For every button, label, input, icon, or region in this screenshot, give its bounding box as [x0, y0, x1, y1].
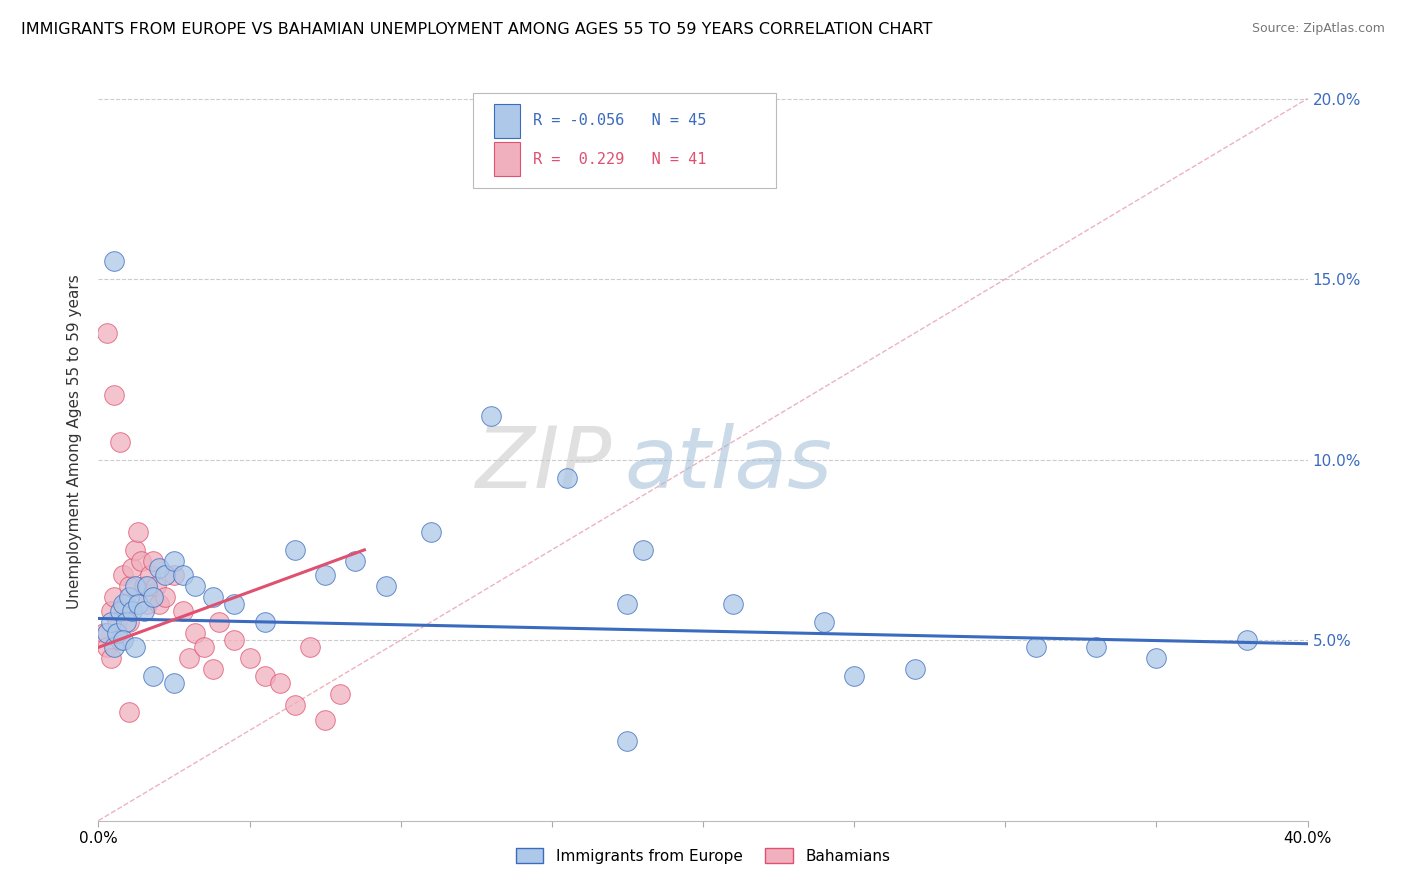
Point	[148, 597, 170, 611]
Point	[103, 640, 125, 655]
Point	[124, 542, 146, 557]
Point	[253, 669, 276, 683]
Point	[374, 579, 396, 593]
Point	[163, 554, 186, 568]
Point	[148, 561, 170, 575]
Point	[105, 615, 128, 629]
Point	[100, 604, 122, 618]
Point	[105, 626, 128, 640]
Point	[224, 597, 246, 611]
Point	[142, 590, 165, 604]
Point	[96, 626, 118, 640]
Point	[118, 615, 141, 629]
Point	[142, 554, 165, 568]
Point	[184, 626, 207, 640]
Point	[1085, 640, 1108, 655]
Point	[813, 615, 835, 629]
Text: Source: ZipAtlas.com: Source: ZipAtlas.com	[1251, 22, 1385, 36]
Point	[135, 597, 157, 611]
Text: IMMIGRANTS FROM EUROPE VS BAHAMIAN UNEMPLOYMENT AMONG AGES 55 TO 59 YEARS CORREL: IMMIGRANTS FROM EUROPE VS BAHAMIAN UNEMP…	[21, 22, 932, 37]
Point	[1144, 651, 1167, 665]
Point	[108, 434, 131, 449]
Point	[111, 597, 134, 611]
Point	[481, 409, 503, 424]
Point	[118, 590, 141, 604]
Point	[118, 579, 141, 593]
Point	[284, 542, 307, 557]
Point	[1024, 640, 1046, 655]
Point	[114, 597, 136, 611]
Point	[139, 568, 162, 582]
Point	[96, 326, 118, 341]
Point	[142, 669, 165, 683]
Point	[100, 615, 122, 629]
Point	[163, 568, 186, 582]
FancyBboxPatch shape	[494, 103, 520, 138]
Point	[135, 579, 157, 593]
Point	[284, 698, 307, 712]
Point	[904, 662, 927, 676]
Point	[108, 633, 131, 648]
Point	[179, 651, 201, 665]
Point	[127, 597, 149, 611]
Y-axis label: Unemployment Among Ages 55 to 59 years: Unemployment Among Ages 55 to 59 years	[67, 274, 83, 609]
Point	[111, 633, 134, 648]
Point	[100, 651, 122, 665]
Point	[114, 615, 136, 629]
Point	[555, 470, 578, 484]
Point	[193, 640, 215, 655]
Point	[172, 568, 194, 582]
Point	[344, 554, 367, 568]
Point	[202, 662, 225, 676]
Point	[103, 387, 125, 401]
Point	[616, 597, 638, 611]
Point	[208, 615, 231, 629]
Point	[153, 590, 176, 604]
Point	[124, 579, 146, 593]
Point	[93, 626, 115, 640]
Point	[314, 568, 336, 582]
Point	[103, 254, 125, 268]
Point	[111, 568, 134, 582]
Point	[314, 713, 336, 727]
Point	[121, 561, 143, 575]
FancyBboxPatch shape	[494, 143, 520, 177]
Point	[145, 579, 167, 593]
Point	[127, 524, 149, 539]
Point	[202, 590, 225, 604]
Point	[108, 604, 131, 618]
Point	[132, 604, 155, 618]
Point	[153, 568, 176, 582]
Legend: Immigrants from Europe, Bahamians: Immigrants from Europe, Bahamians	[510, 842, 896, 870]
Point	[118, 706, 141, 720]
Point	[239, 651, 262, 665]
Point	[172, 604, 194, 618]
Point	[96, 640, 118, 655]
Text: R = -0.056   N = 45: R = -0.056 N = 45	[533, 113, 706, 128]
Point	[844, 669, 866, 683]
FancyBboxPatch shape	[474, 93, 776, 187]
Point	[253, 615, 276, 629]
Point	[132, 579, 155, 593]
Point	[224, 633, 246, 648]
Text: R =  0.229   N = 41: R = 0.229 N = 41	[533, 152, 706, 167]
Text: atlas: atlas	[624, 423, 832, 506]
Point	[103, 590, 125, 604]
Point	[299, 640, 322, 655]
Point	[121, 604, 143, 618]
Point	[1236, 633, 1258, 648]
Text: ZIP: ZIP	[477, 423, 613, 506]
Point	[124, 640, 146, 655]
Point	[163, 676, 186, 690]
Point	[631, 542, 654, 557]
Point	[616, 734, 638, 748]
Point	[329, 687, 352, 701]
Point	[723, 597, 745, 611]
Point	[129, 554, 152, 568]
Point	[420, 524, 443, 539]
Point	[184, 579, 207, 593]
Point	[269, 676, 291, 690]
